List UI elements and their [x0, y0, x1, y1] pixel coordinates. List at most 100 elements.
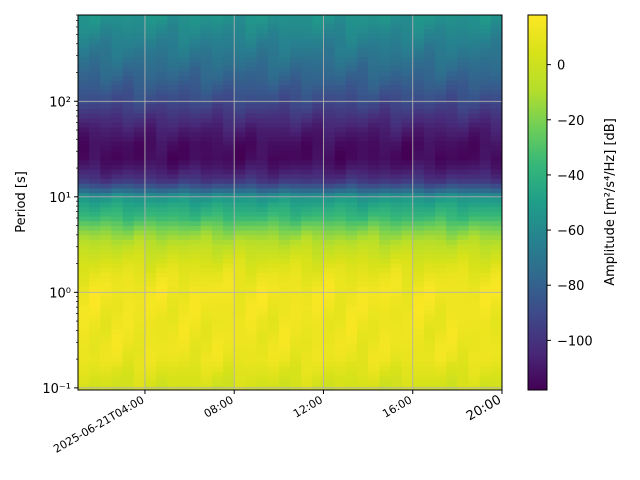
heatmap-cell	[368, 85, 380, 91]
heatmap-cell	[78, 94, 90, 100]
heatmap-cell	[267, 235, 280, 241]
heatmap-cell	[178, 15, 191, 21]
heatmap-cell	[457, 75, 470, 82]
heatmap-cell	[345, 207, 358, 213]
heatmap-cell	[89, 263, 101, 269]
heatmap-cell	[211, 80, 224, 86]
heatmap-cell	[144, 315, 157, 321]
colorbar-tick-label: −20	[557, 114, 584, 129]
heatmap-cell	[78, 43, 90, 49]
heatmap-cell	[323, 90, 336, 96]
heatmap-cell	[100, 324, 113, 330]
heatmap-cell	[89, 258, 101, 265]
heatmap-cell	[234, 211, 246, 218]
heatmap-cell	[211, 296, 224, 302]
heatmap-cell	[368, 160, 380, 166]
heatmap-cell	[223, 66, 235, 72]
heatmap-cell	[457, 71, 470, 77]
heatmap-cell	[234, 19, 246, 25]
heatmap-cell	[312, 361, 325, 368]
heatmap-cell	[412, 366, 425, 372]
heatmap-cell	[379, 43, 392, 49]
heatmap-cell	[457, 361, 470, 368]
heatmap-cell	[479, 165, 492, 171]
heatmap-cell	[133, 155, 146, 161]
heatmap-cell	[144, 47, 157, 54]
heatmap-cell	[267, 249, 280, 255]
heatmap-cell	[479, 61, 492, 68]
heatmap-cell	[267, 104, 280, 110]
heatmap-cell	[290, 357, 302, 363]
heatmap-cell	[356, 52, 369, 58]
heatmap-cell	[390, 315, 403, 321]
heatmap-cell	[490, 235, 502, 241]
heatmap-cell	[301, 94, 313, 100]
heatmap-cell	[290, 343, 302, 349]
heatmap-cell	[368, 132, 380, 138]
heatmap-cell	[312, 333, 325, 340]
heatmap-cell	[133, 118, 146, 124]
heatmap-cell	[178, 174, 191, 180]
heatmap-cell	[334, 127, 347, 133]
heatmap-cell	[334, 174, 347, 180]
heatmap-cell	[200, 249, 213, 255]
heatmap-cell	[446, 61, 458, 68]
heatmap-cell	[178, 52, 191, 58]
heatmap-cell	[122, 221, 135, 227]
heatmap-cell	[312, 240, 325, 246]
heatmap-cell	[468, 230, 481, 236]
heatmap-cell	[290, 19, 302, 25]
heatmap-cell	[200, 300, 213, 307]
heatmap-cell	[223, 258, 235, 265]
heatmap-cell	[200, 324, 213, 330]
heatmap-cell	[245, 221, 258, 227]
heatmap-cell	[144, 24, 157, 30]
heatmap-cell	[356, 319, 369, 325]
heatmap-cell	[111, 80, 124, 86]
heatmap-cell	[144, 122, 157, 129]
heatmap-cell	[479, 127, 492, 133]
heatmap-cell	[468, 352, 481, 358]
heatmap-cell	[178, 19, 191, 25]
heatmap-cell	[245, 104, 258, 110]
heatmap-cell	[390, 94, 403, 100]
heatmap-cell	[78, 225, 90, 232]
x-tick-label: 12:00	[291, 393, 325, 420]
heatmap-cell	[390, 258, 403, 265]
heatmap-cell	[156, 333, 168, 340]
heatmap-cell	[133, 47, 146, 54]
heatmap-cell	[278, 282, 291, 288]
heatmap-cell	[401, 94, 414, 100]
heatmap-cell	[334, 66, 347, 72]
heatmap-cell	[178, 300, 191, 307]
heatmap-cell	[211, 113, 224, 119]
heatmap-cell	[245, 61, 258, 68]
heatmap-cell	[200, 61, 213, 68]
heatmap-cell	[278, 357, 291, 363]
heatmap-cell	[89, 380, 101, 386]
heatmap-cell	[178, 230, 191, 236]
heatmap-cell	[468, 225, 481, 232]
heatmap-cell	[423, 127, 436, 133]
heatmap-cell	[111, 352, 124, 358]
heatmap-cell	[334, 315, 347, 321]
heatmap-cell	[412, 80, 425, 86]
heatmap-cell	[178, 113, 191, 119]
heatmap-cell	[89, 361, 101, 368]
heatmap-cell	[122, 207, 135, 213]
heatmap-cell	[278, 230, 291, 236]
heatmap-cell	[446, 169, 458, 175]
heatmap-cell	[267, 24, 280, 30]
heatmap-cell	[390, 272, 403, 279]
heatmap-cell	[211, 258, 224, 265]
heatmap-cell	[301, 291, 313, 297]
heatmap-cell	[278, 71, 291, 77]
heatmap-cell	[144, 197, 157, 204]
heatmap-cell	[334, 343, 347, 349]
heatmap-cell	[468, 43, 481, 49]
heatmap-cell	[234, 146, 246, 152]
heatmap-cell	[122, 291, 135, 297]
heatmap-cell	[256, 235, 269, 241]
heatmap-cell	[223, 61, 235, 68]
heatmap-cell	[178, 179, 191, 185]
